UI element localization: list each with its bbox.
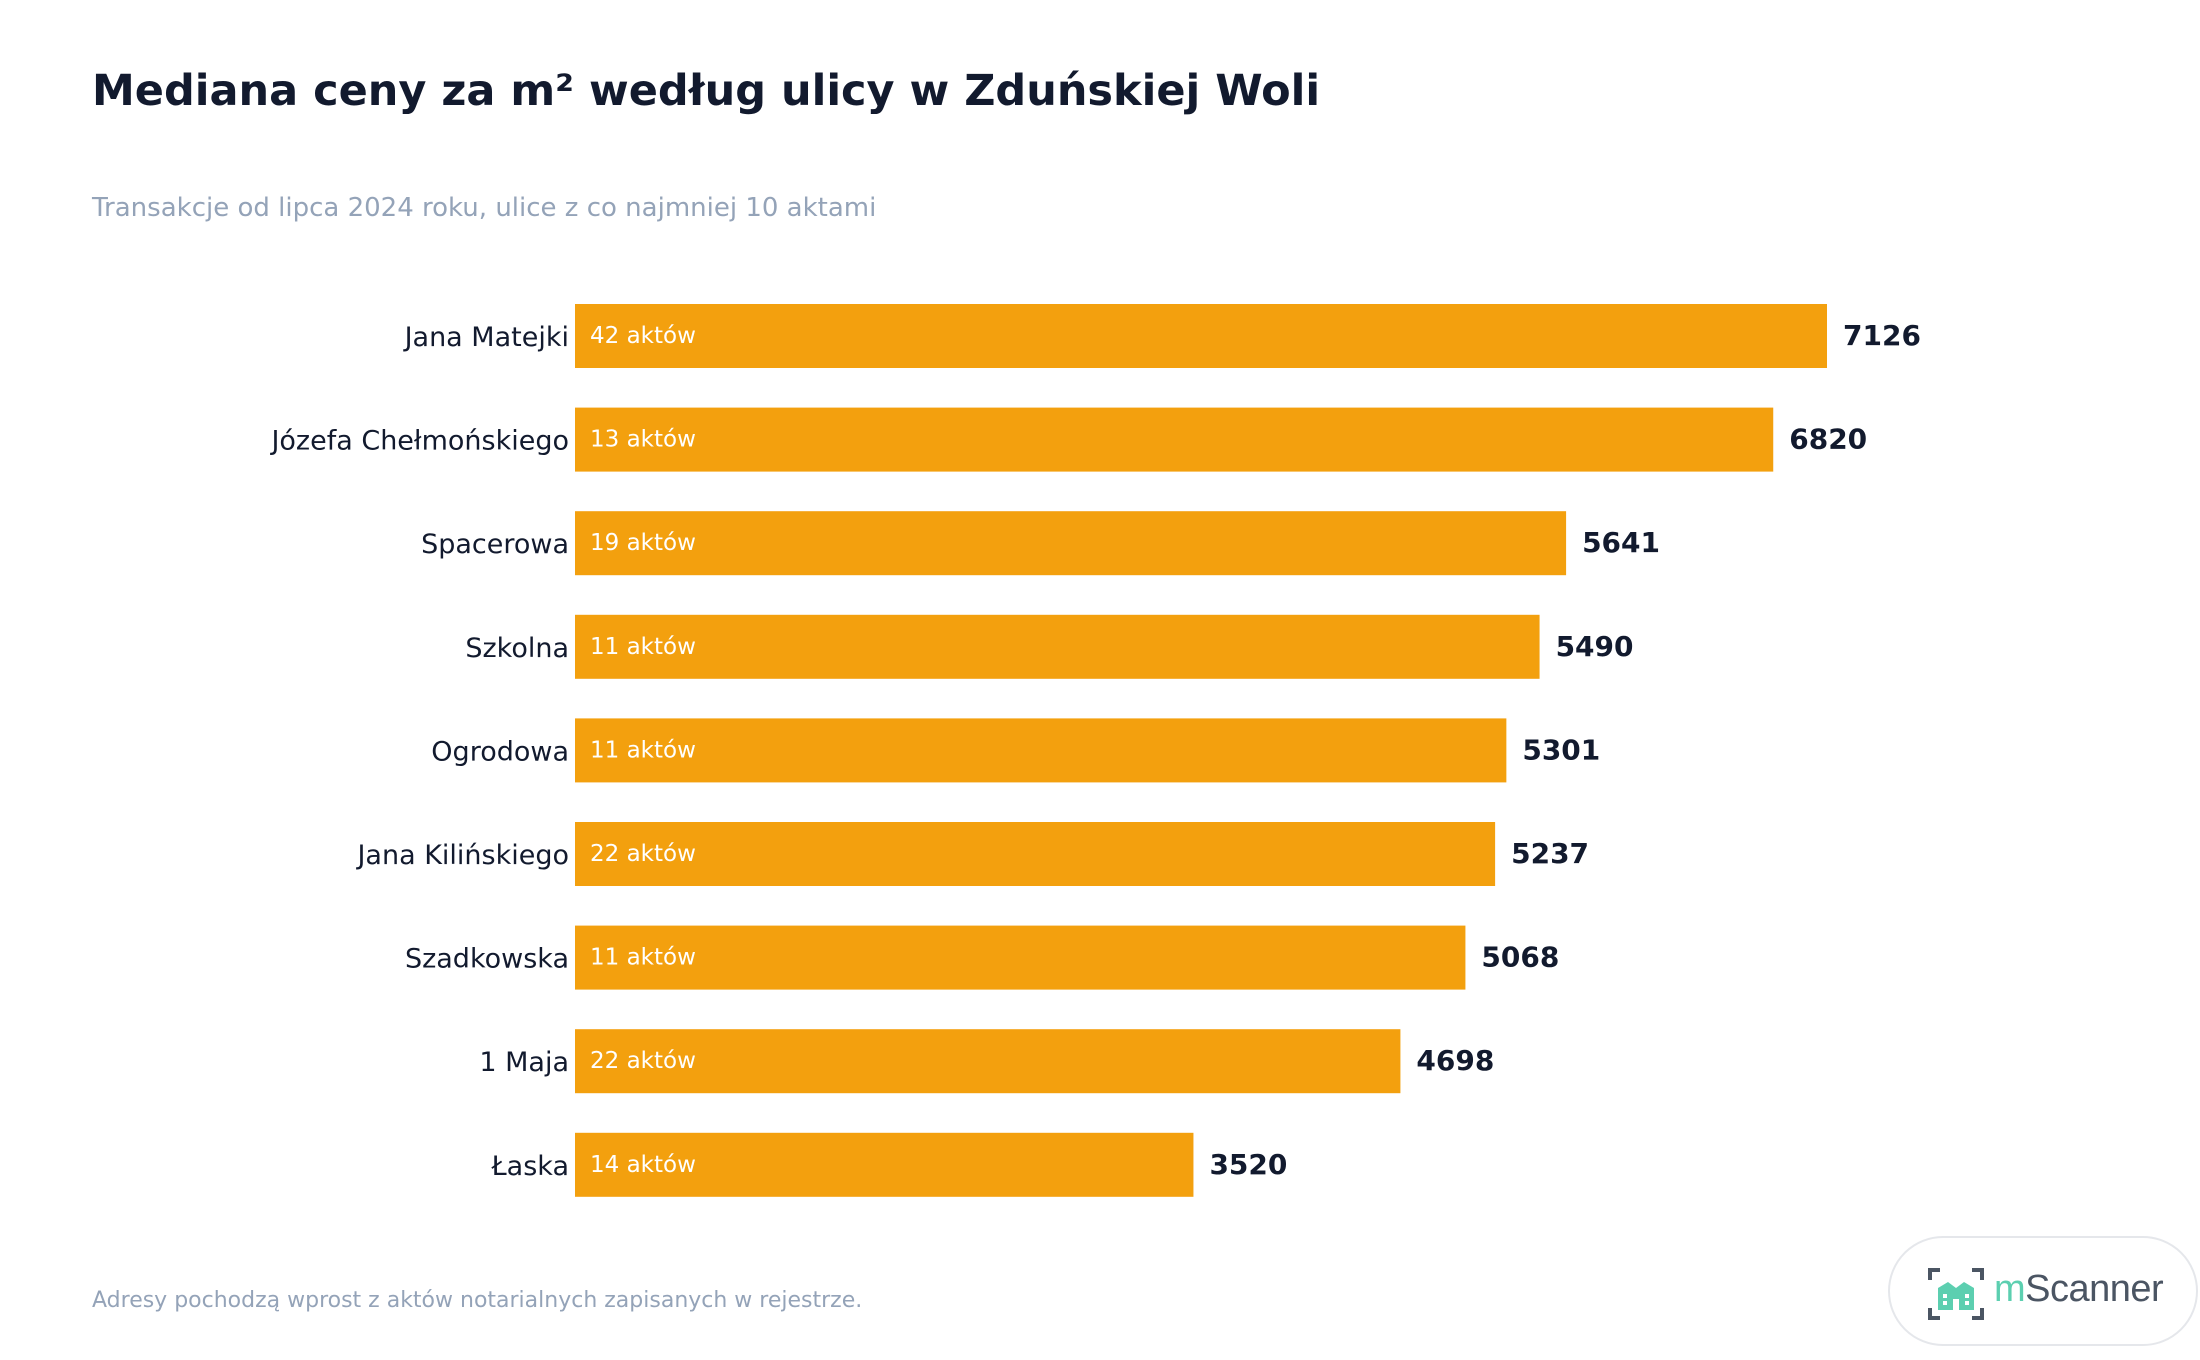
value-label: 5490 — [1556, 630, 1634, 663]
bar-count-label: 42 aktów — [590, 323, 696, 349]
bar-count-label: 11 aktów — [590, 737, 696, 763]
value-label: 5237 — [1511, 837, 1589, 870]
bar — [575, 614, 1540, 679]
footnote: Adresy pochodzą wprost z aktów notarialn… — [92, 1288, 863, 1313]
bar-count-label: 14 aktów — [590, 1152, 696, 1178]
mscanner-logo: mScanner — [1888, 1236, 2198, 1346]
bar — [575, 511, 1567, 576]
chart-subtitle: Transakcje od lipca 2024 roku, ulice z c… — [92, 193, 877, 223]
category-label: Spacerowa — [421, 529, 569, 560]
value-label: 4698 — [1416, 1044, 1494, 1077]
category-label: 1 Maja — [479, 1047, 569, 1078]
bar-count-label: 22 aktów — [590, 1048, 696, 1074]
chart-title: Mediana ceny za m² według ulicy w Zduńsk… — [92, 66, 1321, 116]
bar — [575, 407, 1774, 472]
bar — [575, 1029, 1401, 1094]
category-label: Szkolna — [465, 633, 569, 664]
value-label: 6820 — [1789, 423, 1867, 456]
category-label: Józefa Chełmońskiego — [269, 426, 569, 457]
value-label: 5641 — [1582, 526, 1660, 559]
bar — [575, 822, 1496, 886]
bar-count-label: 22 aktów — [590, 841, 696, 867]
value-label: 7126 — [1843, 319, 1921, 352]
bar-chart: Jana Matejki 42 aktów 7126 Józefa Chełmońsk… — [269, 304, 1921, 1197]
bar — [575, 304, 1827, 368]
bar-count-label: 13 aktów — [590, 427, 696, 453]
logo-wordmark: mScanner — [1994, 1268, 2164, 1310]
bar — [575, 718, 1507, 783]
category-label: Jana Kilińskiego — [355, 840, 569, 871]
bar — [575, 1132, 1194, 1197]
building-frame-icon — [1928, 1268, 1984, 1320]
bar-count-label: 11 aktów — [590, 634, 696, 660]
bar-count-label: 11 aktów — [590, 945, 696, 971]
value-label: 5068 — [1481, 941, 1559, 974]
value-label: 3520 — [1209, 1148, 1287, 1181]
bar-count-label: 19 aktów — [590, 530, 696, 556]
category-label: Łaska — [491, 1151, 570, 1182]
category-label: Jana Matejki — [403, 322, 569, 353]
bar — [575, 925, 1466, 990]
value-label: 5301 — [1522, 733, 1600, 766]
category-label: Ogrodowa — [431, 736, 569, 767]
category-label: Szadkowska — [405, 944, 569, 975]
